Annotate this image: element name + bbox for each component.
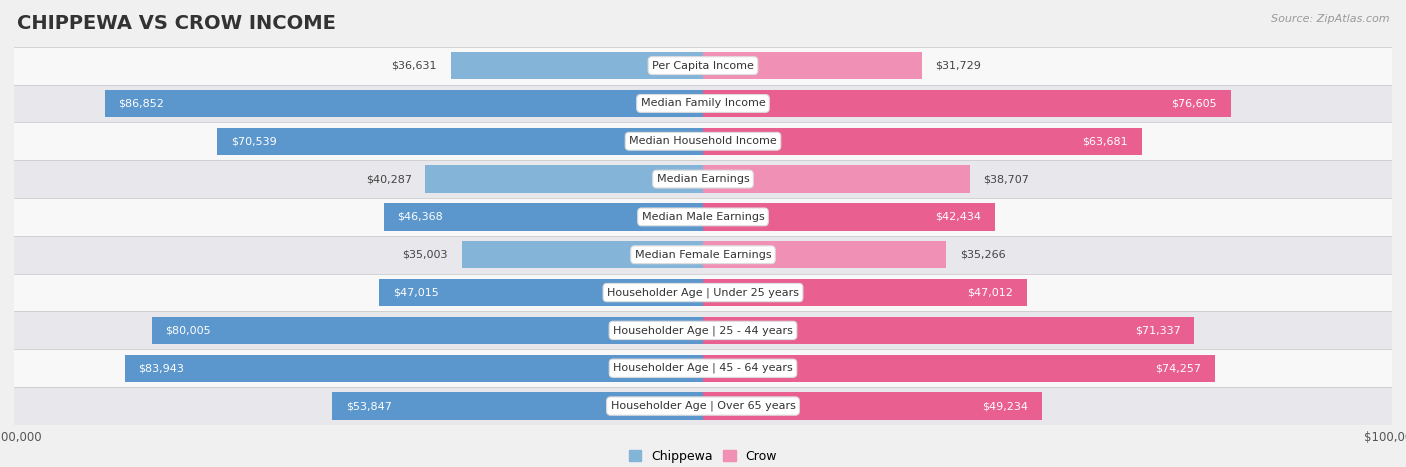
Bar	[703, 127, 1142, 155]
Bar	[104, 90, 703, 117]
Bar	[14, 160, 1392, 198]
Bar	[384, 203, 703, 231]
Text: Median Male Earnings: Median Male Earnings	[641, 212, 765, 222]
Text: $31,729: $31,729	[935, 61, 981, 71]
Text: $63,681: $63,681	[1083, 136, 1128, 146]
Text: Median Earnings: Median Earnings	[657, 174, 749, 184]
Bar	[703, 90, 1230, 117]
Text: $86,852: $86,852	[118, 99, 165, 108]
Text: $71,337: $71,337	[1135, 325, 1181, 335]
Text: $70,539: $70,539	[231, 136, 277, 146]
Bar	[125, 354, 703, 382]
Text: $35,266: $35,266	[960, 250, 1005, 260]
Text: $46,368: $46,368	[398, 212, 443, 222]
Text: $74,257: $74,257	[1154, 363, 1201, 373]
Text: $80,005: $80,005	[166, 325, 211, 335]
Bar	[152, 317, 703, 344]
Bar	[461, 241, 703, 269]
Text: $42,434: $42,434	[935, 212, 981, 222]
Text: $49,234: $49,234	[983, 401, 1028, 411]
Text: Householder Age | Over 65 years: Householder Age | Over 65 years	[610, 401, 796, 411]
Bar	[703, 241, 946, 269]
Bar	[426, 165, 703, 193]
Bar	[14, 387, 1392, 425]
Bar	[14, 274, 1392, 311]
Bar	[14, 311, 1392, 349]
Bar	[217, 127, 703, 155]
Text: $47,012: $47,012	[967, 288, 1014, 297]
Bar	[703, 203, 995, 231]
Bar	[380, 279, 703, 306]
Text: $53,847: $53,847	[346, 401, 392, 411]
Text: $47,015: $47,015	[392, 288, 439, 297]
Bar	[14, 47, 1392, 85]
Text: Householder Age | 25 - 44 years: Householder Age | 25 - 44 years	[613, 325, 793, 336]
Bar	[14, 198, 1392, 236]
Bar	[14, 85, 1392, 122]
Bar	[14, 122, 1392, 160]
Text: Householder Age | 45 - 64 years: Householder Age | 45 - 64 years	[613, 363, 793, 374]
Legend: Chippewa, Crow: Chippewa, Crow	[624, 445, 782, 467]
Text: Median Female Earnings: Median Female Earnings	[634, 250, 772, 260]
Text: Householder Age | Under 25 years: Householder Age | Under 25 years	[607, 287, 799, 298]
Text: $38,707: $38,707	[983, 174, 1029, 184]
Bar	[451, 52, 703, 79]
Bar	[703, 52, 921, 79]
Text: $40,287: $40,287	[366, 174, 412, 184]
Text: Median Household Income: Median Household Income	[628, 136, 778, 146]
Bar	[703, 317, 1195, 344]
Text: CHIPPEWA VS CROW INCOME: CHIPPEWA VS CROW INCOME	[17, 14, 336, 33]
Text: $76,605: $76,605	[1171, 99, 1218, 108]
Bar	[14, 349, 1392, 387]
Bar	[703, 165, 970, 193]
Bar	[14, 236, 1392, 274]
Bar	[703, 392, 1042, 420]
Text: Median Family Income: Median Family Income	[641, 99, 765, 108]
Text: Source: ZipAtlas.com: Source: ZipAtlas.com	[1271, 14, 1389, 24]
Bar	[332, 392, 703, 420]
Text: Per Capita Income: Per Capita Income	[652, 61, 754, 71]
Text: $83,943: $83,943	[138, 363, 184, 373]
Bar	[703, 279, 1026, 306]
Bar	[703, 354, 1215, 382]
Text: $35,003: $35,003	[402, 250, 449, 260]
Text: $36,631: $36,631	[391, 61, 437, 71]
